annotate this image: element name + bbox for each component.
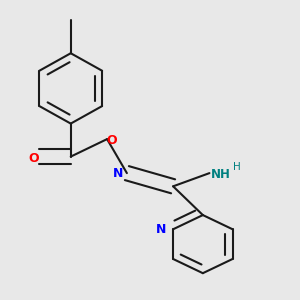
Text: H: H — [232, 161, 240, 172]
Text: NH: NH — [211, 168, 231, 181]
Text: O: O — [28, 152, 39, 165]
Text: N: N — [112, 167, 123, 180]
Text: O: O — [107, 134, 117, 147]
Text: N: N — [155, 223, 166, 236]
